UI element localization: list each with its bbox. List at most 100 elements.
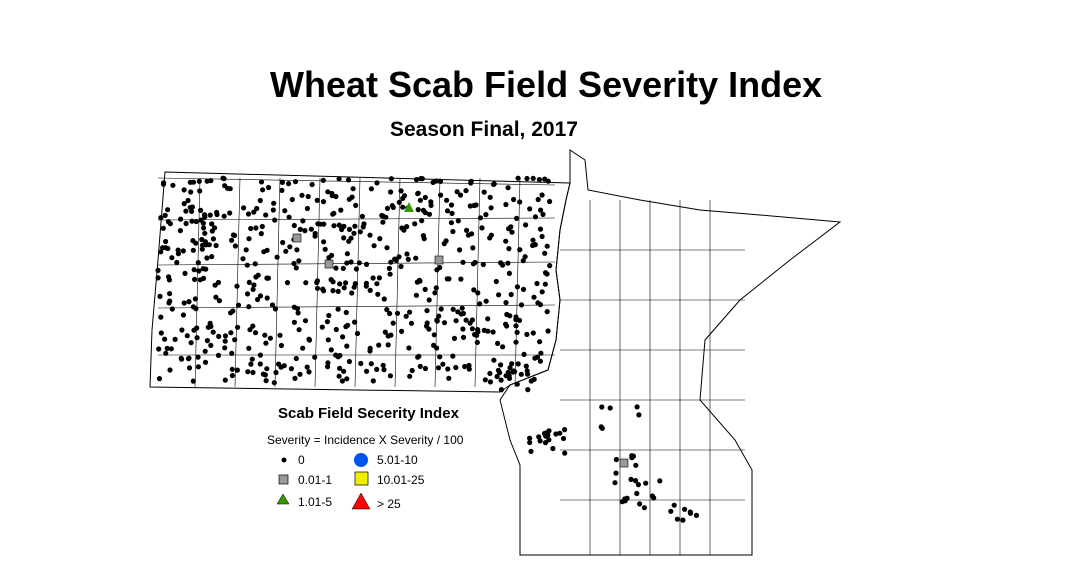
field-point-0 [166, 274, 172, 280]
field-point-0 [326, 312, 332, 319]
field-point-0 [428, 199, 434, 205]
field-point-0 [271, 200, 277, 206]
field-point-0 [267, 335, 273, 341]
field-point-0 [524, 175, 530, 182]
legend-blue-circle-symbol [354, 453, 368, 467]
field-point-0 [495, 340, 501, 346]
field-point-0 [183, 220, 189, 227]
field-point-0 [518, 302, 525, 308]
field-point-0 [162, 212, 168, 218]
field-point-0 [193, 240, 199, 246]
field-point-0 [348, 235, 354, 241]
field-point-0 [481, 189, 487, 195]
field-point-0 [491, 357, 497, 363]
field-point-0 [209, 221, 215, 227]
field-point-0 [282, 208, 288, 214]
field-point-0 [390, 320, 396, 326]
field-point-0 [264, 295, 270, 301]
field-point-0 [258, 231, 264, 237]
field-point-0 [491, 181, 497, 187]
field-point-0 [438, 306, 444, 312]
field-point-0 [518, 371, 524, 377]
field-point-0 [542, 281, 548, 287]
field-point-0 [196, 268, 202, 274]
field-point-0 [394, 310, 401, 316]
field-point-0 [384, 205, 391, 211]
field-point-0 [398, 263, 404, 270]
field-point-0 [216, 298, 222, 304]
field-point-0 [386, 265, 392, 271]
field-point-0 [246, 304, 252, 310]
field-point-0 [356, 260, 362, 266]
field-point-0 [202, 348, 208, 354]
field-point-0 [210, 236, 216, 242]
field-point-0 [309, 181, 315, 188]
field-point-0 [314, 278, 320, 284]
field-point-0 [204, 255, 210, 261]
field-point-0 [157, 293, 163, 299]
field-point-0 [207, 212, 213, 218]
field-point-0 [255, 296, 261, 303]
field-point-0 [158, 330, 164, 336]
field-point-0 [227, 210, 233, 216]
field-point-0 [263, 212, 269, 218]
field-point-0 [359, 213, 365, 219]
field-point-0 [444, 208, 451, 214]
field-point-0 [199, 246, 205, 252]
field-point-0 [292, 179, 299, 185]
field-point-0 [514, 329, 520, 335]
field-point-0 [364, 368, 370, 374]
field-point-0 [527, 439, 533, 446]
field-point-0 [201, 225, 207, 231]
field-point-0 [281, 363, 287, 369]
field-point-0 [560, 435, 567, 442]
field-point-0 [163, 245, 169, 251]
field-point-0 [612, 480, 618, 486]
field-point-0 [364, 261, 370, 267]
field-point-0 [229, 350, 235, 356]
field-point-0 [270, 207, 276, 213]
field-point-0 [506, 270, 512, 276]
field-point-0 [195, 364, 201, 370]
field-point-0 [349, 290, 355, 296]
field-point-0 [530, 242, 536, 249]
field-point-0 [376, 275, 382, 281]
field-point-0 [272, 306, 278, 312]
field-point-0 [520, 286, 527, 292]
field-point-0 [505, 260, 511, 266]
field-point-0 [155, 275, 161, 281]
field-point-0 [353, 266, 359, 272]
field-point-0 [243, 247, 249, 253]
field-point-0 [494, 373, 500, 380]
field-point-0 [350, 186, 356, 192]
field-point-0 [199, 242, 206, 248]
field-point-0 [384, 245, 390, 251]
field-point-0 [293, 265, 299, 271]
field-point-0 [454, 189, 460, 195]
county-boundary [274, 177, 281, 388]
field-point-0 [344, 260, 350, 266]
field-point-0 [305, 193, 311, 200]
field-point-0 [197, 188, 203, 194]
field-point-0 [522, 254, 528, 260]
field-point-0 [325, 364, 331, 370]
field-point-0 [240, 256, 246, 262]
field-point-0 [497, 370, 503, 376]
field-point-0 [466, 366, 472, 372]
field-point-0 [251, 282, 257, 288]
field-point-0 [536, 177, 543, 183]
field-point-0 [296, 258, 302, 264]
field-point-0 [177, 228, 183, 234]
field-point-0 [331, 223, 337, 229]
field-point-0 [421, 236, 427, 242]
field-point-0 [375, 291, 381, 297]
field-point-0 [433, 285, 439, 291]
field-point-0 [538, 350, 544, 356]
field-point-0 [180, 312, 186, 318]
field-point-0 [399, 328, 405, 334]
field-point-0 [530, 175, 536, 181]
field-point-0 [346, 226, 353, 232]
field-point-0 [312, 230, 318, 237]
field-point-0 [300, 345, 306, 351]
field-point-0 [289, 196, 295, 203]
